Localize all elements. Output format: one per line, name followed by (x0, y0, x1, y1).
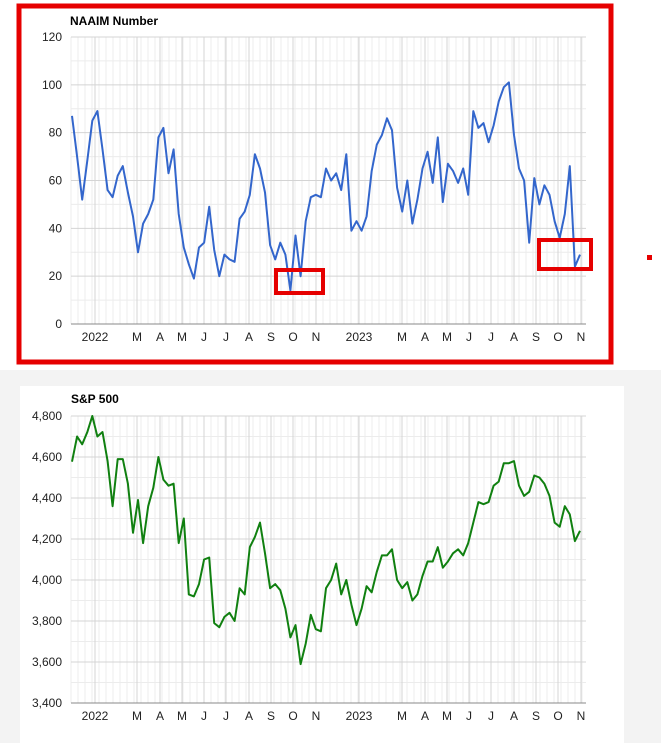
naaim-chart-title: NAAIM Number (70, 14, 158, 28)
sp500-x-tick-label: 2023 (346, 709, 373, 723)
naaim-x-tick-label: M (177, 330, 187, 344)
sp500-chart-panel: 3,400 3,600 3,800 4,000 4,200 4,400 4,600 4,800… (20, 386, 624, 743)
sp500-grid (70, 415, 586, 704)
naaim-x-axis: 2022 M A M J J A S O N 2023 M A M J J A S O N (82, 330, 586, 344)
naaim-x-tick-label: M (397, 330, 407, 344)
naaim-y-tick-label: 120 (42, 30, 62, 44)
naaim-series-line (71, 81, 581, 292)
naaim-grid (70, 36, 586, 325)
sp500-x-tick-label: M (177, 709, 187, 723)
sp500-y-tick-label: 4,600 (32, 450, 62, 464)
naaim-x-tick-label: 2022 (82, 330, 109, 344)
naaim-x-tick-label: N (312, 330, 321, 344)
sp500-x-axis: 2022 M A M J J A S O N 2023 M A M J J A S O N (82, 709, 586, 723)
highlight-marker-dot (647, 255, 652, 260)
naaim-y-axis: 0 20 40 60 80 100 120 (42, 30, 62, 331)
naaim-y-tick-label: 0 (55, 317, 62, 331)
sp500-x-tick-label: J (466, 709, 472, 723)
sp500-series-line (71, 415, 581, 666)
naaim-x-tick-label: A (245, 330, 253, 344)
sp500-chart: 3,400 3,600 3,800 4,000 4,200 4,400 4,600 4,800… (32, 392, 586, 723)
naaim-y-tick-label: 60 (49, 174, 63, 188)
sp500-x-tick-label: O (553, 709, 562, 723)
sp500-x-tick-label: S (267, 709, 275, 723)
naaim-x-tick-label: J (488, 330, 494, 344)
naaim-x-tick-label: M (132, 330, 142, 344)
sp500-y-tick-label: 3,400 (32, 696, 62, 710)
sp500-y-tick-label: 3,800 (32, 614, 62, 628)
sp500-x-tick-label: J (223, 709, 229, 723)
naaim-x-tick-label: J (223, 330, 229, 344)
naaim-x-tick-label: A (421, 330, 429, 344)
naaim-x-tick-label: S (532, 330, 540, 344)
sp500-x-tick-label: A (510, 709, 518, 723)
sp500-x-tick-label: A (245, 709, 253, 723)
highlight-frame (16, 3, 614, 365)
sp500-chart-title: S&P 500 (71, 392, 119, 406)
naaim-x-tick-label: 2023 (346, 330, 373, 344)
highlight-box-oct-2022 (274, 268, 325, 295)
sp500-y-tick-label: 4,400 (32, 491, 62, 505)
sp500-y-axis: 3,400 3,600 3,800 4,000 4,200 4,400 4,600 4,800 (32, 409, 62, 710)
sp500-x-tick-label: N (577, 709, 586, 723)
sp500-x-tick-label: N (312, 709, 321, 723)
naaim-x-tick-label: A (156, 330, 164, 344)
sp500-x-tick-label: M (442, 709, 452, 723)
sp500-x-tick-label: J (488, 709, 494, 723)
naaim-x-tick-label: M (442, 330, 452, 344)
sp500-x-tick-label: A (421, 709, 429, 723)
naaim-chart-panel: 0 20 40 60 80 100 120 2022 M A M J J A S O N 2023 M A M J J A S… (0, 0, 661, 370)
sp500-x-tick-label: J (201, 709, 207, 723)
sp500-y-tick-label: 4,800 (32, 409, 62, 423)
naaim-x-tick-label: O (553, 330, 562, 344)
sp500-x-tick-label: S (532, 709, 540, 723)
naaim-y-tick-label: 40 (49, 221, 63, 235)
sp500-y-tick-label: 4,200 (32, 532, 62, 546)
naaim-y-tick-label: 100 (42, 78, 62, 92)
naaim-y-tick-label: 80 (49, 126, 63, 140)
naaim-x-tick-label: J (466, 330, 472, 344)
sp500-x-tick-label: O (288, 709, 297, 723)
naaim-x-tick-label: S (267, 330, 275, 344)
naaim-x-tick-label: J (201, 330, 207, 344)
highlight-box-oct-nov-2023 (537, 238, 593, 271)
sp500-x-tick-label: M (397, 709, 407, 723)
sp500-x-tick-label: M (132, 709, 142, 723)
naaim-x-tick-label: A (510, 330, 518, 344)
sp500-y-tick-label: 3,600 (32, 655, 62, 669)
sp500-x-tick-label: 2022 (82, 709, 109, 723)
naaim-y-tick-label: 20 (49, 269, 63, 283)
naaim-x-tick-label: N (577, 330, 586, 344)
sp500-x-tick-label: A (156, 709, 164, 723)
naaim-highlight-boxes (16, 3, 652, 365)
sp500-y-tick-label: 4,000 (32, 573, 62, 587)
naaim-x-tick-label: O (288, 330, 297, 344)
